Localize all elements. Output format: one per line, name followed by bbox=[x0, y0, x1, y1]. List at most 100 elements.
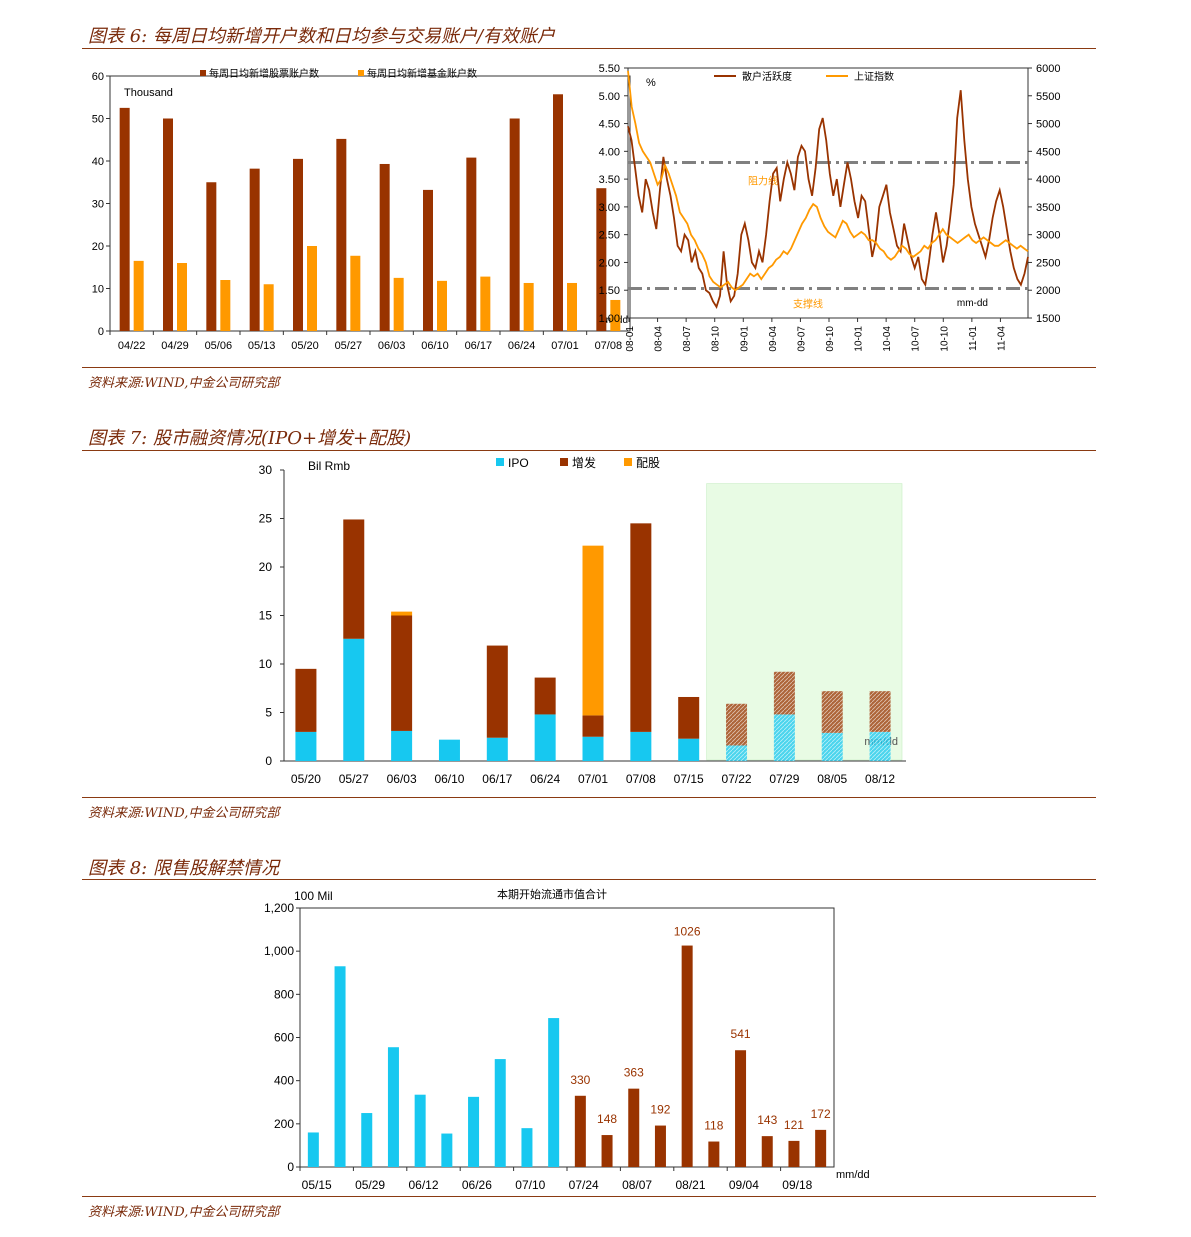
bar-additional bbox=[773, 671, 795, 715]
y-tick-label-left: 5.50 bbox=[599, 63, 620, 75]
y-tick-label-left: 2.00 bbox=[599, 257, 620, 269]
x-unit-label: mm/dd bbox=[836, 1169, 870, 1181]
bar-additional bbox=[343, 519, 365, 639]
y-tick-label: 40 bbox=[92, 156, 104, 168]
bar-stock bbox=[206, 182, 217, 331]
bar-rights bbox=[391, 611, 413, 616]
bar-stock bbox=[163, 118, 173, 331]
legend-label: 每周日均新增基金账户数 bbox=[367, 67, 477, 80]
x-tick-label: 09-04 bbox=[768, 326, 779, 352]
y-tick-label-left: 4.00 bbox=[599, 146, 620, 158]
legend-label: 上证指数 bbox=[854, 70, 894, 83]
x-tick-label: 06/17 bbox=[482, 772, 512, 786]
x-tick-label: 06/24 bbox=[530, 772, 560, 786]
y-tick-label: 5 bbox=[265, 706, 272, 720]
y-tick-label-left: 5.00 bbox=[599, 91, 620, 103]
fig6-top-rule bbox=[82, 48, 1096, 49]
data-label: 148 bbox=[597, 1112, 617, 1126]
x-tick-label: 09-07 bbox=[796, 326, 807, 352]
data-label: 143 bbox=[757, 1113, 777, 1127]
y-tick-label-right: 6000 bbox=[1036, 63, 1060, 75]
x-tick-label: 08/07 bbox=[622, 1178, 652, 1192]
chart-title: 本期开始流通市值合计 bbox=[497, 887, 607, 901]
y-tick-label-left: 2.50 bbox=[599, 230, 620, 242]
x-tick-label: 08-01 bbox=[625, 326, 636, 352]
x-tick-label: 05/29 bbox=[355, 1178, 385, 1192]
bar-lockup bbox=[387, 1047, 399, 1167]
legend-swatch bbox=[496, 458, 504, 466]
x-tick-label: 09-01 bbox=[739, 326, 750, 352]
y-tick-label: 20 bbox=[259, 560, 273, 574]
x-tick-label: 06/24 bbox=[508, 340, 536, 352]
bar-rights bbox=[582, 545, 604, 716]
chart-weekly-accounts: 0102030405060Thousandmm/dd04/2204/2905/0… bbox=[92, 67, 631, 352]
x-tick-label: 10-07 bbox=[911, 326, 922, 352]
bar-lockup bbox=[334, 966, 346, 1167]
x-tick-label: 09-10 bbox=[825, 326, 836, 352]
fig8-title: 图表 8: 限售股解禁情况 bbox=[88, 858, 279, 879]
x-tick-label: 11-04 bbox=[996, 326, 1007, 351]
x-tick-label: 06/26 bbox=[462, 1178, 492, 1192]
bar-fund bbox=[307, 246, 317, 331]
data-label: 192 bbox=[650, 1103, 670, 1117]
bar-lockup bbox=[735, 1050, 747, 1167]
fig7-source: 资料来源:WIND,中金公司研究部 bbox=[88, 806, 280, 821]
y-tick-label-right: 2000 bbox=[1036, 285, 1060, 297]
unit-label: Bil Rmb bbox=[308, 459, 350, 473]
resistance-label: 阻力线 bbox=[748, 174, 778, 187]
x-tick-label: 10-10 bbox=[939, 326, 950, 352]
bar-fund bbox=[523, 282, 534, 331]
fig7-top-rule bbox=[82, 450, 1096, 451]
bar-ipo bbox=[630, 731, 652, 761]
y-tick-label: 1,000 bbox=[264, 944, 294, 958]
data-label: 541 bbox=[731, 1027, 751, 1041]
bar-ipo bbox=[486, 737, 508, 761]
bar-stock bbox=[119, 107, 130, 331]
y-tick-label: 1,200 bbox=[264, 901, 294, 915]
plot-frame bbox=[627, 67, 1029, 319]
bar-ipo bbox=[678, 738, 700, 761]
x-tick-label: 07/08 bbox=[626, 772, 656, 786]
x-tick-label: 07/08 bbox=[595, 340, 623, 352]
bar-fund bbox=[177, 263, 187, 331]
legend-swatch bbox=[358, 70, 364, 76]
unit-label: 100 Mil bbox=[294, 889, 333, 903]
y-tick-label-left: 1.50 bbox=[599, 285, 620, 297]
bar-fund bbox=[393, 277, 404, 331]
bar-lockup bbox=[681, 945, 693, 1167]
x-tick-label: 09/04 bbox=[729, 1178, 759, 1192]
y-tick-label: 25 bbox=[259, 512, 273, 526]
bar-lockup bbox=[574, 1095, 586, 1167]
x-tick-label: 06/17 bbox=[465, 340, 493, 352]
fig8-top-rule bbox=[82, 879, 1096, 880]
bar-additional bbox=[821, 691, 843, 733]
x-tick-label: 07/15 bbox=[674, 772, 704, 786]
legend-label: 增发 bbox=[572, 455, 596, 470]
bar-lockup bbox=[521, 1128, 533, 1167]
bar-lockup bbox=[414, 1094, 426, 1167]
x-tick-label: 08-10 bbox=[711, 326, 722, 352]
bar-lockup bbox=[548, 1018, 560, 1167]
x-tick-label: 07/01 bbox=[578, 772, 608, 786]
data-label: 330 bbox=[570, 1073, 590, 1087]
chart-activity-index: 1.00 1.50 2.00 2.50 3.00 3.50 4.00 4.50 5.00 5.50… bbox=[599, 63, 1061, 352]
series-line-activity bbox=[627, 90, 1029, 310]
x-tick-label: 07/24 bbox=[569, 1178, 599, 1192]
bar-ipo bbox=[295, 731, 317, 761]
x-tick-label: 05/27 bbox=[335, 340, 363, 352]
bar-stock bbox=[509, 118, 520, 331]
legend-label: 每周日均新增股票账户数 bbox=[209, 67, 319, 80]
y-tick-label: 600 bbox=[274, 1031, 294, 1045]
x-tick-label: 05/20 bbox=[291, 772, 321, 786]
fig7-bottom-rule bbox=[82, 797, 1096, 798]
data-label: 1026 bbox=[674, 925, 701, 939]
fig8-bottom-rule bbox=[82, 1196, 1096, 1197]
bar-stock bbox=[466, 157, 477, 331]
y-tick-label-right: 4000 bbox=[1036, 174, 1060, 186]
bar-additional bbox=[534, 677, 556, 715]
legend-label: 散户活跃度 bbox=[742, 70, 792, 83]
y-tick-label: 0 bbox=[265, 754, 272, 768]
legend-swatch bbox=[624, 458, 632, 466]
x-tick-label: 06/03 bbox=[387, 772, 417, 786]
bar-additional bbox=[630, 523, 652, 732]
